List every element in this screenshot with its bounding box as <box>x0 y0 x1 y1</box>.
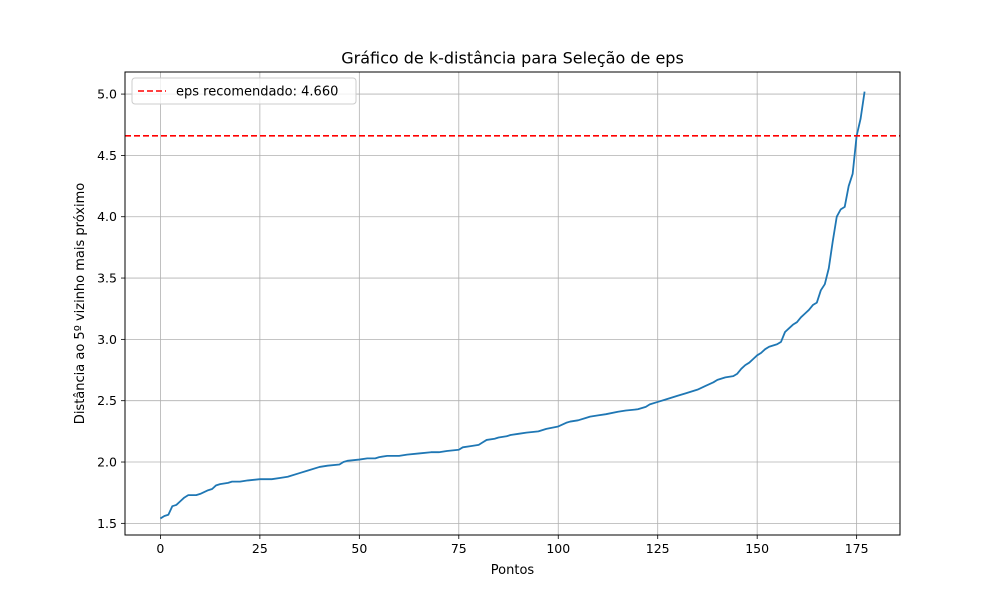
plot-frame <box>124 71 901 536</box>
x-tick-label: 175 <box>845 541 869 556</box>
y-tick-label: 2.0 <box>97 455 117 470</box>
chart-title: Gráfico de k-distância para Seleção de e… <box>341 49 684 68</box>
series-line <box>159 91 866 520</box>
x-tick-label: 0 <box>156 541 164 556</box>
y-tick-label: 3.0 <box>97 332 117 347</box>
y-tick-label: 4.0 <box>97 209 117 224</box>
grid <box>125 72 900 535</box>
x-tick-label: 125 <box>646 541 670 556</box>
y-tick-label: 4.5 <box>97 148 117 163</box>
legend-box <box>131 77 357 105</box>
x-tick-label: 50 <box>351 541 367 556</box>
legend: eps recomendado: 4.660 <box>131 77 357 105</box>
y-axis: 1.5 2.0 2.5 3.0 3.5 4.0 4.5 5.0 <box>97 87 125 531</box>
y-tick-label: 1.5 <box>97 516 117 531</box>
plot-area <box>125 91 900 520</box>
legend-label: eps recomendado: 4.660 <box>176 85 338 100</box>
x-tick-label: 25 <box>252 541 268 556</box>
y-tick-label: 3.5 <box>97 271 117 286</box>
y-axis-label: Distância ao 5º vizinho mais próximo <box>73 183 88 424</box>
y-tick-label: 2.5 <box>97 393 117 408</box>
x-tick-label: 150 <box>745 541 769 556</box>
x-axis: 0 25 50 75 100 125 150 175 <box>156 535 869 556</box>
x-tick-label: 100 <box>546 541 570 556</box>
x-axis-label: Pontos <box>491 563 535 578</box>
y-tick-label: 5.0 <box>97 87 117 102</box>
x-tick-label: 75 <box>451 541 467 556</box>
